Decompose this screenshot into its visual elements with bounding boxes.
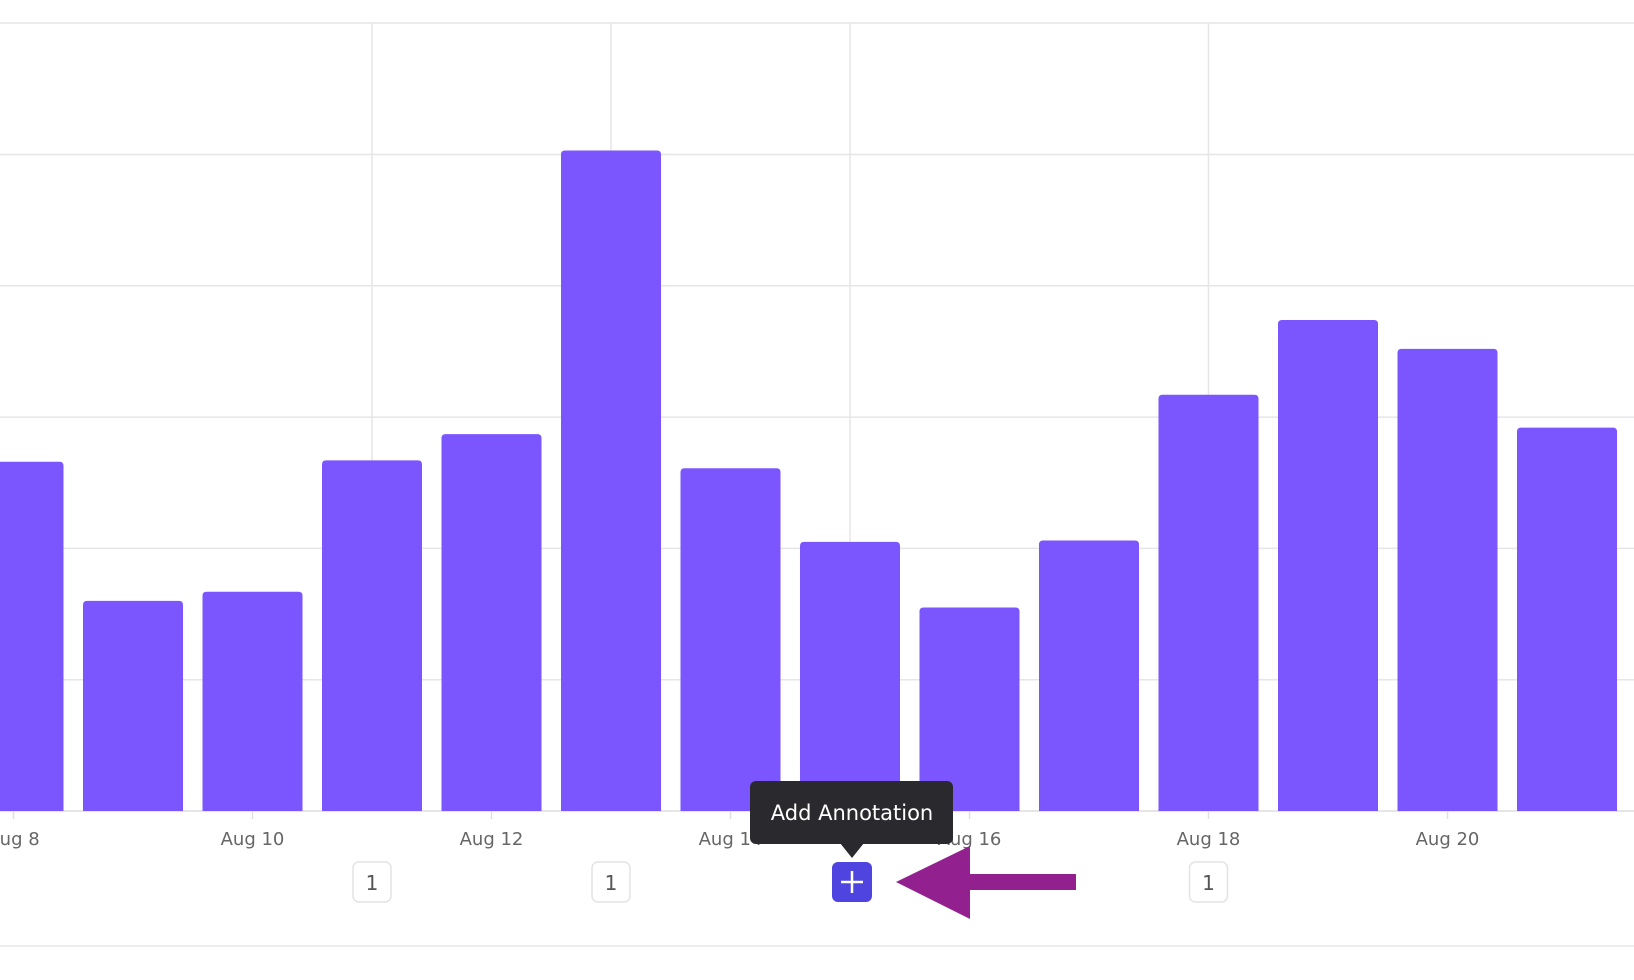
bar-aug-13[interactable] xyxy=(561,150,661,811)
annotation-count: 1 xyxy=(366,871,379,895)
tick-label: Aug 18 xyxy=(1177,829,1241,850)
annotation-count: 1 xyxy=(1202,871,1215,895)
bar-aug-9[interactable] xyxy=(83,600,183,811)
pointer-arrow xyxy=(896,846,1076,919)
bar-aug-19[interactable] xyxy=(1278,319,1378,811)
tick-label: Aug 10 xyxy=(221,829,285,850)
bar-aug-8[interactable] xyxy=(0,461,64,811)
annotation-marker[interactable]: 1 xyxy=(1188,861,1229,903)
tick-label: Aug 20 xyxy=(1416,829,1480,850)
bar-aug-11[interactable] xyxy=(322,460,422,811)
bar-aug-18[interactable] xyxy=(1158,394,1259,811)
annotation-count: 1 xyxy=(605,871,618,895)
annotation-marker[interactable]: 1 xyxy=(352,861,392,903)
tick-label: Aug 8 xyxy=(0,829,40,850)
bars xyxy=(0,150,1617,811)
bar-aug-16[interactable] xyxy=(919,607,1020,811)
annotation-markers: 1 1 1 xyxy=(352,861,1229,903)
bar-aug-14[interactable] xyxy=(680,468,781,811)
annotation-badge[interactable] xyxy=(352,861,392,903)
bar-aug-15[interactable] xyxy=(800,541,900,811)
tick-label: Aug 12 xyxy=(460,829,524,850)
add-annotation-button[interactable] xyxy=(832,862,872,902)
bar-aug-20[interactable] xyxy=(1397,348,1498,811)
annotation-badge[interactable] xyxy=(591,861,631,903)
bar-aug-10[interactable] xyxy=(202,591,303,811)
plus-icon xyxy=(841,871,863,893)
tick-label: Aug 16 xyxy=(938,829,1002,850)
x-axis: Aug 8 Aug 10 Aug 12 Aug 14 Aug 16 Aug 18 Aug 2… xyxy=(0,811,1479,850)
tooltip-text: Add Annotation xyxy=(771,801,934,825)
tick-label: Aug 14 xyxy=(699,829,763,850)
bar-aug-17[interactable] xyxy=(1039,540,1139,811)
bar-aug-21[interactable] xyxy=(1517,427,1617,811)
bar-aug-12[interactable] xyxy=(441,434,542,811)
add-annotation-tooltip: Add Annotation xyxy=(750,781,953,858)
annotation-marker[interactable]: 1 xyxy=(591,861,631,903)
annotation-badge[interactable] xyxy=(1188,861,1229,903)
